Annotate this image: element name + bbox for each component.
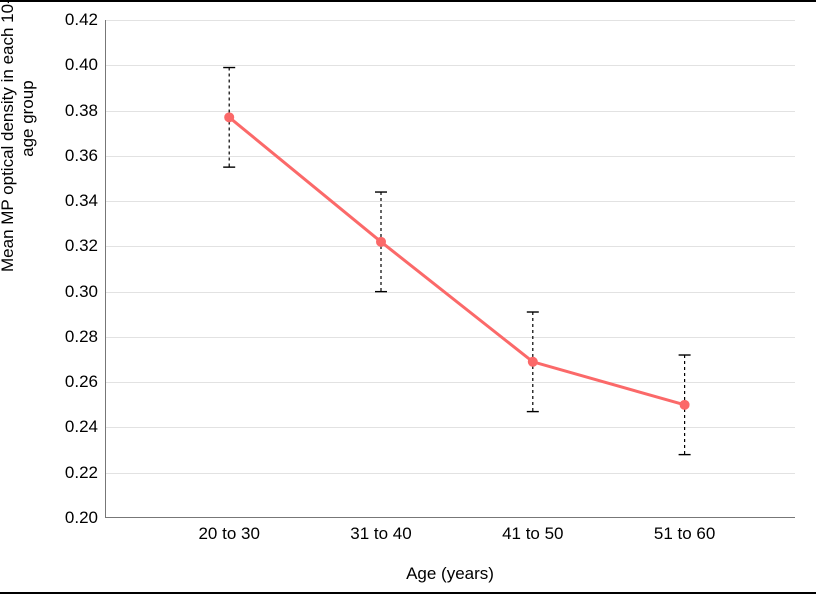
data-point (680, 400, 690, 410)
y-tick-label: 0.26 (48, 372, 98, 392)
x-tick-label: 51 to 60 (654, 524, 715, 544)
data-point (224, 112, 234, 122)
y-tick-label: 0.34 (48, 191, 98, 211)
x-tick-label: 20 to 30 (198, 524, 259, 544)
chart-container: Mean MP optical density in each 10-year … (0, 0, 816, 594)
y-axis-label-line2: age group (18, 80, 37, 157)
y-tick-label: 0.24 (48, 417, 98, 437)
y-axis-label-line1: Mean MP optical density in each 10-year (0, 0, 17, 272)
y-axis-label: Mean MP optical density in each 10-year … (0, 252, 38, 272)
y-tick-label: 0.30 (48, 282, 98, 302)
y-tick-label: 0.36 (48, 146, 98, 166)
x-axis-label: Age (years) (406, 564, 494, 584)
series-line (229, 117, 684, 404)
y-tick-label: 0.42 (48, 10, 98, 30)
chart-svg (105, 20, 795, 518)
y-tick-label: 0.40 (48, 55, 98, 75)
y-tick-label: 0.38 (48, 101, 98, 121)
data-point (528, 357, 538, 367)
y-tick-label: 0.22 (48, 463, 98, 483)
y-tick-label: 0.32 (48, 236, 98, 256)
y-tick-label: 0.28 (48, 327, 98, 347)
x-tick-label: 41 to 50 (502, 524, 563, 544)
data-point (376, 237, 386, 247)
y-tick-label: 0.20 (48, 508, 98, 528)
x-tick-label: 31 to 40 (350, 524, 411, 544)
